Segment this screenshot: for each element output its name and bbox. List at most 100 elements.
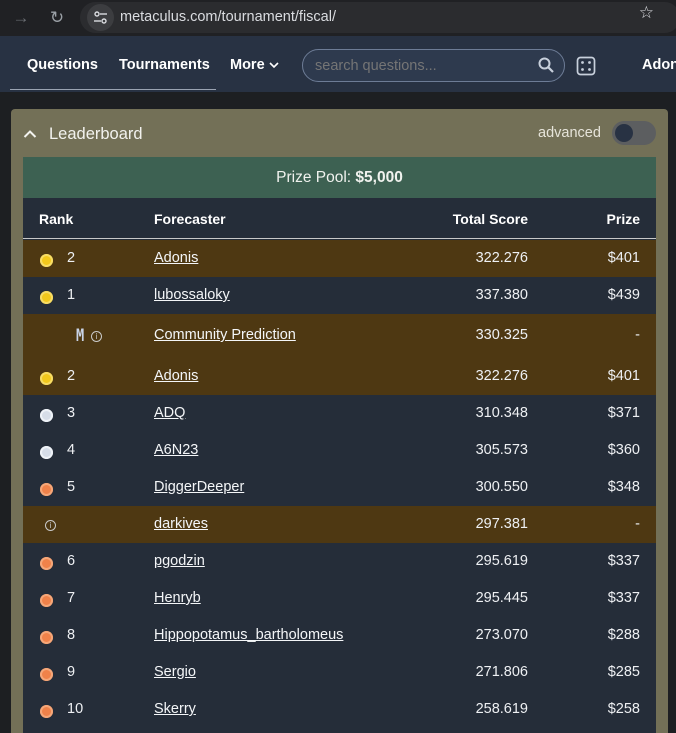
prize-cell: - bbox=[635, 516, 640, 532]
table-row[interactable]: 1 lubossaloky 337.380 $439 bbox=[23, 277, 656, 314]
site-header: Questions Tournaments More Adonis bbox=[0, 36, 676, 92]
table-row[interactable]: 2 Adonis 322.276 $401 bbox=[23, 358, 656, 395]
leaderboard-table: Rank Forecaster Total Score Prize 2 Adoni… bbox=[23, 198, 656, 733]
search-input[interactable] bbox=[315, 58, 525, 74]
forecaster-link[interactable]: Adonis bbox=[154, 250, 199, 266]
forward-icon[interactable]: → bbox=[12, 8, 30, 27]
gold-medal-icon bbox=[40, 254, 53, 267]
rank-cell: 5 bbox=[67, 479, 76, 495]
address-bar[interactable]: metaculus.com/tournament/fiscal/ bbox=[80, 2, 676, 33]
rank-cell: 10 bbox=[67, 701, 84, 717]
prize-cell: $360 bbox=[607, 442, 640, 458]
site-settings-icon[interactable] bbox=[87, 4, 114, 31]
prize-cell: $401 bbox=[607, 368, 640, 384]
table-row[interactable]: 8 Hippopotamus_bartholomeus 273.070 $288 bbox=[23, 617, 656, 654]
search-box[interactable] bbox=[302, 49, 565, 82]
nav-more[interactable]: More bbox=[230, 57, 279, 73]
forecaster-link[interactable]: Adonis bbox=[154, 368, 199, 384]
prize-cell: $401 bbox=[607, 250, 640, 266]
rank-cell: 6 bbox=[67, 553, 76, 569]
score-cell: 271.806 bbox=[475, 664, 528, 680]
rank-cell: 2 bbox=[67, 368, 76, 384]
forecaster-link[interactable]: Community Prediction bbox=[154, 327, 296, 343]
table-header: Rank Forecaster Total Score Prize bbox=[23, 198, 656, 239]
prize-pool-amount: $5,000 bbox=[355, 169, 403, 186]
rank-cell: 9 bbox=[67, 664, 76, 680]
url-text[interactable]: metaculus.com/tournament/fiscal/ bbox=[120, 9, 336, 25]
browser-toolbar: → ↻ metaculus.com/tournament/fiscal/ ☆ bbox=[0, 0, 676, 36]
divider bbox=[10, 89, 216, 90]
prize-pool-label: Prize Pool: bbox=[276, 169, 352, 186]
rank-cell: 3 bbox=[67, 405, 76, 421]
bronze-medal-icon bbox=[40, 705, 53, 718]
score-cell: 322.276 bbox=[475, 368, 528, 384]
forecaster-link[interactable]: Skerry bbox=[154, 701, 196, 717]
table-row[interactable]: 2 Adonis 322.276 $401 bbox=[23, 240, 656, 277]
gold-medal-icon bbox=[40, 291, 53, 304]
table-row[interactable]: 7 Henryb 295.445 $337 bbox=[23, 580, 656, 617]
forecaster-link[interactable]: lubossaloky bbox=[154, 287, 230, 303]
metaculus-logo-icon: M bbox=[76, 326, 85, 346]
table-row[interactable]: 4 A6N23 305.573 $360 bbox=[23, 432, 656, 469]
info-icon[interactable]: i bbox=[91, 331, 102, 342]
prize-cell: $348 bbox=[607, 479, 640, 495]
user-menu[interactable]: Adonis bbox=[642, 57, 676, 73]
prize-pool-banner: Prize Pool: $5,000 bbox=[23, 157, 656, 198]
table-row[interactable]: 9 Sergio 271.806 $285 bbox=[23, 654, 656, 691]
column-total-score: Total Score bbox=[452, 211, 528, 227]
silver-medal-icon bbox=[40, 409, 53, 422]
forecaster-link[interactable]: A6N23 bbox=[154, 442, 199, 458]
table-row[interactable]: 3 ADQ 310.348 $371 bbox=[23, 395, 656, 432]
score-cell: 295.445 bbox=[475, 590, 528, 606]
prize-cell: $337 bbox=[607, 553, 640, 569]
gold-medal-icon bbox=[40, 372, 53, 385]
rank-cell: 1 bbox=[67, 287, 76, 303]
silver-medal-icon bbox=[40, 446, 53, 459]
bronze-medal-icon bbox=[40, 557, 53, 570]
column-rank: Rank bbox=[39, 211, 74, 227]
forecaster-link[interactable]: darkives bbox=[154, 516, 208, 532]
score-cell: 300.550 bbox=[475, 479, 528, 495]
bronze-medal-icon bbox=[40, 631, 53, 644]
advanced-toggle[interactable] bbox=[612, 121, 656, 145]
chevron-up-icon[interactable] bbox=[23, 126, 37, 144]
prize-cell: $371 bbox=[607, 405, 640, 421]
score-cell: 258.619 bbox=[475, 701, 528, 717]
forecaster-link[interactable]: ADQ bbox=[154, 405, 186, 421]
table-row[interactable]: 10 Skerry 258.619 $258 bbox=[23, 691, 656, 728]
score-cell: 310.348 bbox=[475, 405, 528, 421]
prize-cell: $337 bbox=[607, 590, 640, 606]
random-question-dice-icon[interactable] bbox=[576, 56, 596, 81]
bronze-medal-icon bbox=[40, 668, 53, 681]
toggle-knob bbox=[615, 124, 633, 142]
nav-tournaments[interactable]: Tournaments bbox=[119, 57, 210, 73]
prize-cell: $258 bbox=[607, 701, 640, 717]
forecaster-link[interactable]: Henryb bbox=[154, 590, 201, 606]
forecaster-link[interactable]: Sergio bbox=[154, 664, 196, 680]
table-row[interactable]: i darkives 297.381 - bbox=[23, 506, 656, 543]
score-cell: 337.380 bbox=[475, 287, 528, 303]
forecaster-link[interactable]: pgodzin bbox=[154, 553, 205, 569]
prize-cell: $288 bbox=[607, 627, 640, 643]
score-cell: 330.325 bbox=[475, 327, 528, 343]
prize-cell: $439 bbox=[607, 287, 640, 303]
prize-cell: - bbox=[635, 327, 640, 343]
prize-cell: $285 bbox=[607, 664, 640, 680]
score-cell: 322.276 bbox=[475, 250, 528, 266]
search-icon[interactable] bbox=[538, 57, 554, 78]
bronze-medal-icon bbox=[40, 483, 53, 496]
reload-icon[interactable]: ↻ bbox=[49, 8, 65, 27]
bookmark-star-icon[interactable]: ☆ bbox=[638, 3, 654, 22]
column-forecaster: Forecaster bbox=[154, 211, 226, 227]
nav-questions[interactable]: Questions bbox=[27, 57, 98, 73]
table-row[interactable]: 5 DiggerDeeper 300.550 $348 bbox=[23, 469, 656, 506]
nav-more-label: More bbox=[230, 57, 265, 73]
info-icon[interactable]: i bbox=[45, 520, 56, 531]
table-row[interactable]: 6 pgodzin 295.619 $337 bbox=[23, 543, 656, 580]
forecaster-link[interactable]: Hippopotamus_bartholomeus bbox=[154, 627, 344, 643]
score-cell: 297.381 bbox=[475, 516, 528, 532]
rank-cell: 8 bbox=[67, 627, 76, 643]
leaderboard-title[interactable]: Leaderboard bbox=[49, 125, 143, 143]
forecaster-link[interactable]: DiggerDeeper bbox=[154, 479, 245, 495]
